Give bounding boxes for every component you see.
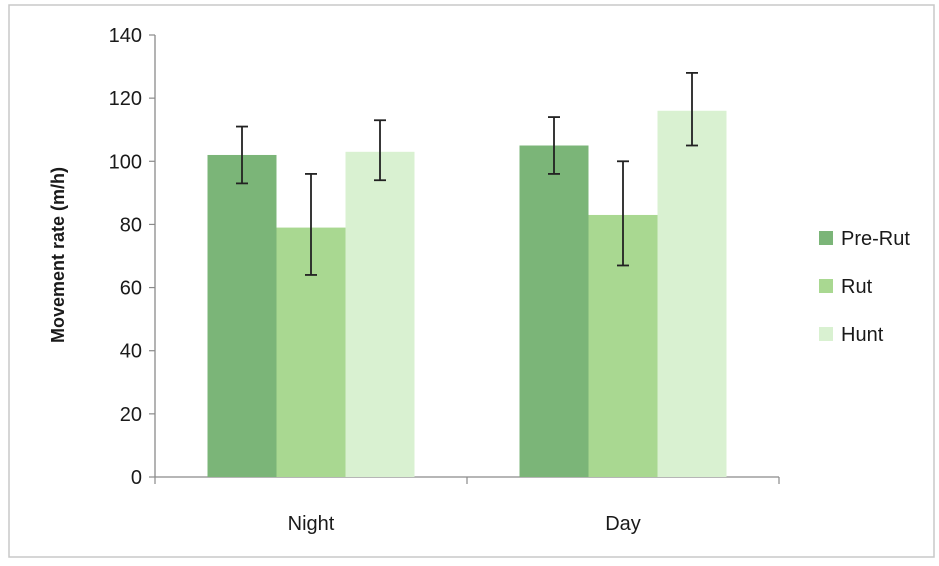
- legend-label: Hunt: [841, 324, 884, 346]
- legend: Pre-Rut Rut Hunt: [819, 228, 910, 346]
- bar: [657, 110, 727, 478]
- y-axis-label: Movement rate (m/h): [48, 167, 68, 343]
- x-tick-label: Day: [605, 513, 641, 535]
- legend-swatch: [819, 231, 833, 245]
- chart-frame: [8, 4, 935, 558]
- y-tick-label: 140: [109, 25, 142, 47]
- y-tick-label: 100: [109, 151, 142, 173]
- y-tick-label: 80: [120, 214, 142, 236]
- y-tick-label: 0: [131, 467, 142, 489]
- y-tick-label: 20: [120, 404, 142, 426]
- legend-swatch: [819, 327, 833, 341]
- bar: [207, 154, 277, 477]
- bar: [345, 151, 415, 478]
- bar: [519, 145, 589, 477]
- x-tick-label: Night: [288, 513, 335, 535]
- y-tick-label: 60: [120, 278, 142, 300]
- plot-area: 0 20 40 60 80 100 120 140 Night Day: [109, 25, 780, 535]
- legend-label: Rut: [841, 276, 873, 298]
- legend-label: Pre-Rut: [841, 228, 910, 250]
- legend-swatch: [819, 279, 833, 293]
- y-tick-label: 40: [120, 341, 142, 363]
- y-tick-label: 120: [109, 88, 142, 110]
